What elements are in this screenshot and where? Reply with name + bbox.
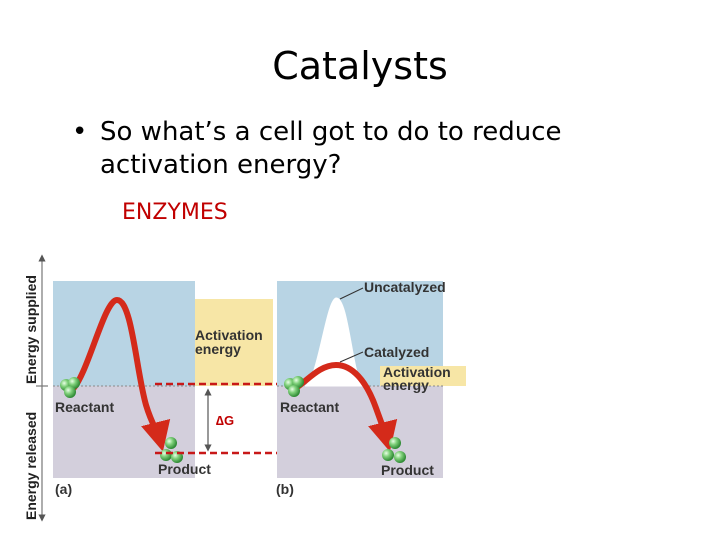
panel-a-energy-curve [69, 296, 171, 452]
panel-a-reactant-molecule [60, 377, 80, 398]
vertical-axis: Energy supplied Energy released [23, 254, 48, 522]
panel-b-product-molecule [382, 437, 406, 463]
panel-a-released-region [53, 386, 195, 478]
panel-b-uncatalyzed-curve [304, 297, 363, 387]
panel-b-catalyzed-curve [293, 361, 398, 452]
bullet-text: So what’s a cell got to do to reduce act… [100, 117, 562, 180]
panel-b-released-region [277, 386, 443, 478]
panel-a: Reactant Product Activation energy ∆G (a… [53, 281, 273, 497]
slide-title: Catalysts [272, 44, 448, 88]
panel-a-activation-box [195, 299, 273, 386]
answer-text: ENZYMES [122, 200, 228, 225]
panel-b-catalyzed-label: Catalyzed [364, 344, 429, 360]
panel-a-activation-label-2: energy [195, 341, 241, 357]
panel-b-activation-box [380, 366, 466, 386]
delta-g-label: ∆G [216, 413, 234, 428]
panel-b-uncatalyzed-label: Uncatalyzed [364, 279, 446, 295]
panel-b-activation-label-2: energy [383, 377, 429, 393]
bullet-dot-icon: • [72, 117, 88, 147]
panel-b: Uncatalyzed Catalyzed Activation energy … [276, 279, 466, 497]
panel-b-reactant-label: Reactant [280, 399, 339, 415]
axis-label-released: Energy released [23, 412, 39, 520]
panel-b-reactant-molecule [284, 376, 304, 397]
panel-a-reactant-label: Reactant [55, 399, 114, 415]
panel-b-activation-label-1: Activation [383, 364, 451, 380]
panel-a-activation-label-1: Activation [195, 327, 263, 343]
panel-b-product-label: Product [381, 462, 434, 478]
panel-a-product-label: Product [158, 461, 211, 477]
panel-a-letter: (a) [55, 481, 72, 497]
panel-b-letter: (b) [276, 481, 294, 497]
axis-label-supplied: Energy supplied [23, 275, 39, 384]
panel-a-supplied-region [53, 281, 195, 386]
